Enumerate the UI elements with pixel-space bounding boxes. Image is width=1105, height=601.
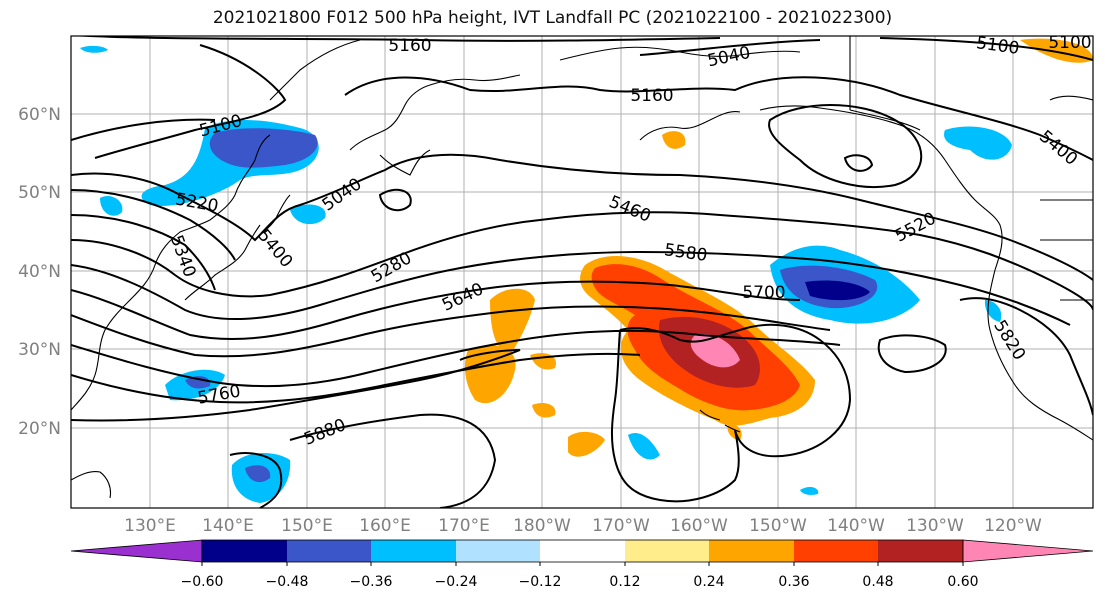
- lon-label: 140°E: [202, 516, 254, 536]
- colorbar-tick: 0.36: [778, 574, 809, 590]
- colorbar-segment: [202, 540, 287, 562]
- colorbar-extend-low: [70, 539, 203, 563]
- lon-label: 130°E: [124, 516, 176, 536]
- colorbar-tick: 0.12: [609, 574, 640, 590]
- colorbar-tick: 0.48: [862, 574, 893, 590]
- map-title: 2021021800 F012 500 hPa height, IVT Land…: [212, 8, 893, 28]
- colorbar: [70, 539, 1094, 566]
- colorbar-tick: −0.24: [435, 574, 478, 590]
- graticule: [71, 36, 1093, 508]
- lon-label: 170°W: [592, 516, 650, 536]
- lat-label: 60°N: [18, 105, 61, 125]
- latitude-labels: 60°N 50°N 40°N 30°N 20°N: [18, 105, 61, 439]
- colorbar-tick: 0.24: [693, 574, 724, 590]
- negative-anomaly-fills: [80, 45, 1012, 503]
- lon-label: 160°W: [670, 516, 728, 536]
- colorbar-tick: −0.12: [519, 574, 562, 590]
- colorbar-segment: [878, 540, 963, 562]
- colorbar-extend-high: [962, 539, 1094, 563]
- contour-label: 5700: [742, 283, 785, 303]
- colorbar-segment: [371, 540, 456, 562]
- contour-label: 5160: [630, 86, 673, 106]
- colorbar-segment: [709, 540, 794, 562]
- lat-label: 20°N: [18, 419, 61, 439]
- lon-label: 120°W: [984, 516, 1042, 536]
- map-frame: [70, 35, 1094, 509]
- colorbar-tick: −0.60: [181, 574, 224, 590]
- longitude-labels: 130°E 140°E 150°E 160°E 170°E 180°W 170°…: [124, 516, 1042, 536]
- colorbar-segment: [456, 540, 540, 562]
- colorbar-segment: [287, 540, 371, 562]
- colorbar-tick: −0.36: [350, 574, 393, 590]
- coastlines: [71, 36, 1093, 499]
- contour-label: 5160: [388, 36, 431, 56]
- lat-label: 50°N: [18, 183, 61, 203]
- lon-label: 180°W: [513, 516, 571, 536]
- lon-label: 150°E: [281, 516, 333, 536]
- colorbar-segment: [794, 540, 878, 562]
- lon-label: 130°W: [906, 516, 964, 536]
- lon-label: 160°E: [359, 516, 411, 536]
- colorbar-segment: [540, 540, 625, 562]
- lon-label: 140°W: [827, 516, 885, 536]
- contour-label: 5100: [1048, 33, 1091, 53]
- lat-label: 40°N: [18, 262, 61, 282]
- height-contours: [71, 36, 1093, 508]
- lon-label: 170°E: [438, 516, 490, 536]
- lon-label: 150°W: [749, 516, 807, 536]
- colorbar-tick: −0.48: [266, 574, 309, 590]
- lat-label: 30°N: [18, 340, 61, 360]
- colorbar-segment: [625, 540, 709, 562]
- colorbar-outline: [201, 539, 964, 563]
- colorbar-tick-labels: −0.60 −0.48 −0.36 −0.24 −0.12 0.12 0.24 …: [181, 574, 979, 590]
- colorbar-tick: 0.60: [947, 574, 978, 590]
